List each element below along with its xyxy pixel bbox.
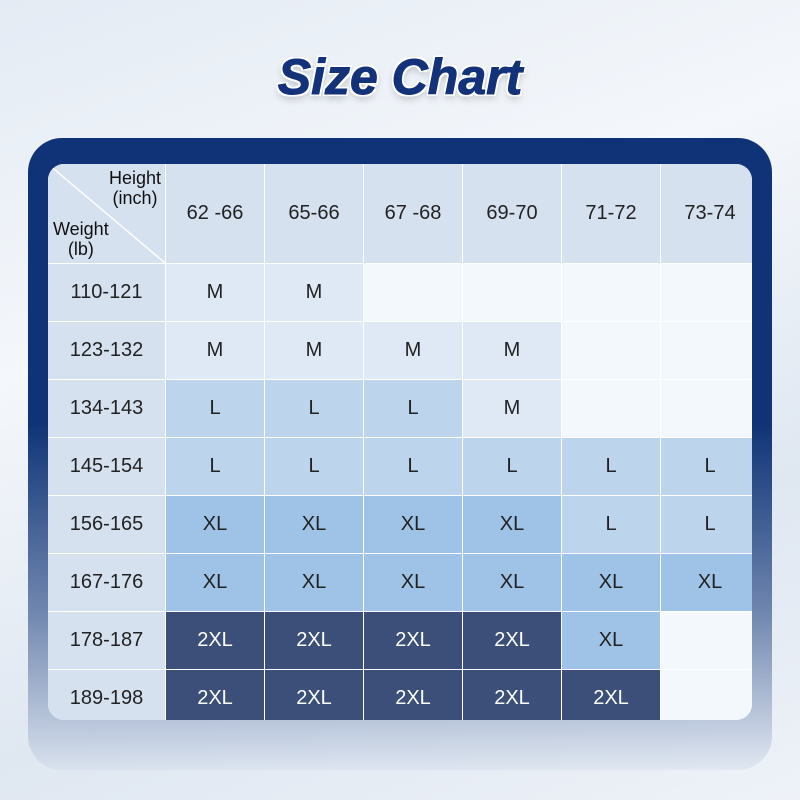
size-cell: L <box>562 496 660 553</box>
size-cell: 2XL <box>265 670 363 720</box>
empty-cell <box>562 264 660 321</box>
size-cell: XL <box>463 554 561 611</box>
empty-cell <box>562 322 660 379</box>
size-cell: M <box>364 322 462 379</box>
height-label-line1: Height <box>108 168 161 188</box>
row-header: 167-176 <box>48 554 165 611</box>
size-cell: XL <box>661 554 752 611</box>
size-cell: XL <box>562 612 660 669</box>
size-cell: L <box>463 438 561 495</box>
weight-label-line2: (lb) <box>67 239 94 259</box>
size-cell: 2XL <box>364 670 462 720</box>
size-cell: 2XL <box>463 670 561 720</box>
column-header: 67 -68 <box>364 164 462 263</box>
empty-cell <box>661 612 752 669</box>
empty-cell <box>364 264 462 321</box>
size-cell: 2XL <box>166 670 264 720</box>
size-cell: XL <box>166 496 264 553</box>
empty-cell <box>562 380 660 437</box>
diagonal-divider <box>48 164 165 263</box>
size-cell: XL <box>265 496 363 553</box>
row-header: 145-154 <box>48 438 165 495</box>
size-table: Height (inch) Weight (lb) 62 -66 65-66 67 -6… <box>48 164 752 720</box>
row-header: 123-132 <box>48 322 165 379</box>
corner-header: Height (inch) Weight (lb) <box>48 164 165 263</box>
row-header: 110-121 <box>48 264 165 321</box>
size-cell: M <box>166 322 264 379</box>
column-header: 62 -66 <box>166 164 264 263</box>
empty-cell <box>463 264 561 321</box>
size-cell: L <box>364 380 462 437</box>
empty-cell <box>661 322 752 379</box>
size-cell: L <box>661 438 752 495</box>
row-header: 156-165 <box>48 496 165 553</box>
empty-cell <box>661 380 752 437</box>
size-cell: XL <box>463 496 561 553</box>
size-cell: M <box>463 380 561 437</box>
size-cell: 2XL <box>562 670 660 720</box>
size-cell: M <box>166 264 264 321</box>
column-header: 71-72 <box>562 164 660 263</box>
height-label-line2: (inch) <box>112 188 158 208</box>
column-header: 69-70 <box>463 164 561 263</box>
page-title: Size Chart <box>277 49 523 106</box>
size-cell: L <box>562 438 660 495</box>
empty-cell <box>661 670 752 720</box>
size-cell: L <box>661 496 752 553</box>
size-cell: XL <box>364 496 462 553</box>
row-header: 189-198 <box>48 670 165 720</box>
size-cell: L <box>166 438 264 495</box>
weight-label: Weight (lb) <box>53 219 109 259</box>
size-cell: L <box>265 380 363 437</box>
size-cell: 2XL <box>166 612 264 669</box>
column-header: 73-74 <box>661 164 752 263</box>
weight-label-line1: Weight <box>53 219 109 239</box>
row-header: 134-143 <box>48 380 165 437</box>
empty-cell <box>661 264 752 321</box>
size-cell: 2XL <box>364 612 462 669</box>
size-cell: L <box>364 438 462 495</box>
size-cell: M <box>265 322 363 379</box>
size-cell: M <box>463 322 561 379</box>
size-cell: L <box>166 380 264 437</box>
column-header: 65-66 <box>265 164 363 263</box>
size-cell: M <box>265 264 363 321</box>
size-cell: XL <box>166 554 264 611</box>
height-label: Height (inch) <box>109 168 161 208</box>
size-cell: XL <box>364 554 462 611</box>
row-header: 178-187 <box>48 612 165 669</box>
size-cell: L <box>265 438 363 495</box>
size-cell: 2XL <box>463 612 561 669</box>
size-cell: XL <box>265 554 363 611</box>
size-cell: XL <box>562 554 660 611</box>
size-cell: 2XL <box>265 612 363 669</box>
